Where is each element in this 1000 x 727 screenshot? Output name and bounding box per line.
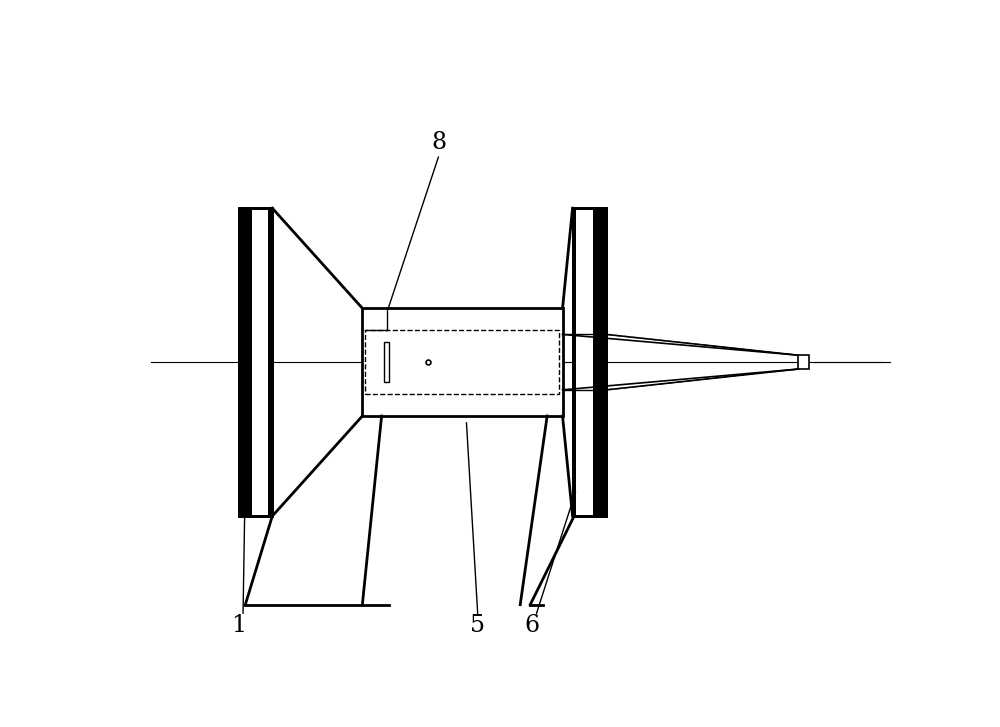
Bar: [239, 208, 272, 516]
Bar: [573, 208, 606, 516]
Bar: [573, 208, 576, 516]
Bar: [798, 356, 809, 369]
Text: 5: 5: [470, 614, 485, 637]
Bar: [362, 308, 563, 416]
Text: 1: 1: [232, 614, 247, 637]
Bar: [384, 342, 389, 382]
Bar: [573, 208, 606, 516]
Bar: [268, 208, 272, 516]
Bar: [365, 330, 559, 395]
Bar: [593, 208, 606, 516]
Text: 8: 8: [432, 131, 447, 154]
Text: 6: 6: [524, 614, 539, 637]
Bar: [239, 208, 272, 516]
Bar: [239, 208, 252, 516]
